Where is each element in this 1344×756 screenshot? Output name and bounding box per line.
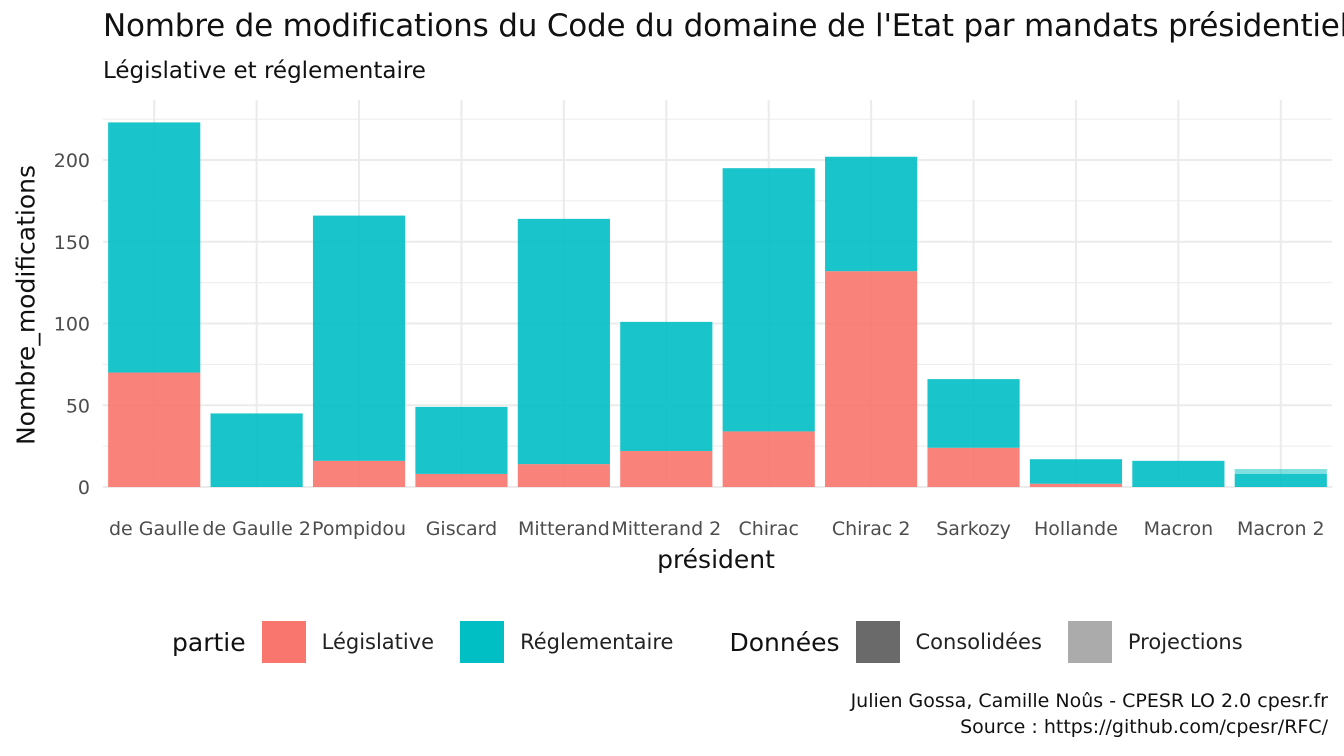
bar-reglementaire: [415, 406, 508, 474]
legend-key-projections: [1067, 621, 1112, 663]
chart-title: Nombre de modifications du Code du domai…: [103, 8, 1344, 44]
x-tick-label: Hollande: [1034, 518, 1118, 540]
caption: Julien Gossa, Camille Noûs - CPESR LO 2.…: [851, 688, 1328, 740]
x-tick-label: Giscard: [426, 518, 498, 540]
bar-legislative: [108, 372, 201, 487]
bar-reglementaire: [1132, 460, 1225, 487]
caption-authors: Julien Gossa, Camille Noûs - CPESR LO 2.…: [850, 690, 1328, 712]
y-tick-label: 100: [54, 314, 90, 336]
y-tick-label: 200: [54, 150, 90, 172]
bar-legislative: [620, 451, 713, 487]
x-tick-label: de Gaulle: [109, 518, 199, 540]
y-axis-label: Nombre_modifications: [11, 164, 41, 446]
x-tick-label: Macron: [1144, 518, 1214, 540]
x-tick-label: Chirac 2: [832, 518, 911, 540]
bar-projection: [1234, 469, 1327, 474]
legend-key-consolidees: [855, 621, 900, 663]
legend-label-projections: Projections: [1127, 630, 1243, 654]
bar-reglementaire: [312, 215, 406, 461]
bar-legislative: [825, 271, 918, 487]
bar-legislative: [517, 464, 610, 487]
legend-title-partie: partie: [172, 627, 246, 657]
legend-label-legislative: Législative: [321, 630, 435, 654]
bar-legislative: [722, 431, 815, 487]
legend: partie Législative Réglementaire Données…: [172, 620, 1269, 664]
legend-key-reglementaire: [460, 621, 505, 663]
legend-label-reglementaire: Réglementaire: [520, 630, 674, 654]
bar-reglementaire: [1029, 459, 1123, 484]
bar-legislative: [927, 447, 1020, 487]
legend-label-consolidees: Consolidées: [915, 630, 1042, 654]
legend-title-donnees: Données: [729, 627, 840, 657]
y-tick-label: 150: [54, 232, 90, 254]
legend-key-legislative: [261, 621, 306, 663]
x-tick-label: Mitterand 2: [611, 518, 721, 540]
chart-subtitle: Législative et réglementaire: [103, 58, 426, 84]
bar-chart: 0 50 100 150 200 de Gaulle de Gaulle 2 Pompidou…: [54, 100, 1332, 540]
bar-reglementaire: [825, 156, 918, 272]
x-tick-label: Pompidou: [312, 518, 406, 540]
bar-reglementaire: [927, 379, 1020, 448]
bar-reglementaire: [517, 218, 610, 465]
bar-reglementaire: [210, 413, 303, 487]
bar-reglementaire: [722, 168, 815, 432]
x-tick-label: de Gaulle 2: [202, 518, 311, 540]
x-tick-label: Sarkozy: [936, 518, 1011, 540]
y-tick-label: 50: [66, 395, 90, 417]
bar-legislative: [415, 473, 508, 487]
bar-legislative: [312, 460, 406, 487]
x-axis-label: président: [657, 545, 775, 574]
x-tick-label: Macron 2: [1237, 518, 1325, 540]
y-tick-label: 0: [78, 477, 90, 499]
bar-reglementaire: [620, 321, 713, 452]
caption-source: Source : https://github.com/cpesr/RFC/: [960, 716, 1328, 738]
bar-reglementaire: [1234, 473, 1327, 487]
x-tick-label: Mitterand: [518, 518, 610, 540]
bar-legislative: [1029, 483, 1123, 487]
x-tick-label: Chirac: [738, 518, 799, 540]
bar-reglementaire: [108, 122, 201, 373]
